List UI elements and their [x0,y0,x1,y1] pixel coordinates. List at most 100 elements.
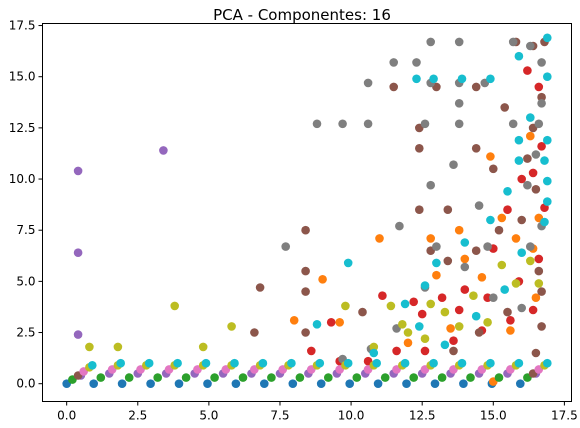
point-s9-43 [369,348,379,358]
point-s1-16 [446,324,455,333]
point-s7-6 [395,221,404,231]
point-s5-28 [517,215,526,225]
point-s0-3 [146,379,155,389]
point-s7-36 [531,150,541,159]
point-s9-3 [173,358,182,368]
point-s5-15 [471,82,481,92]
point-s3-7 [506,316,515,325]
point-s3-19 [517,174,526,184]
point-s4-1 [73,248,83,257]
point-s8-36 [403,328,413,337]
point-s7-31 [432,242,441,251]
point-s9-29 [540,217,549,227]
point-s7-34 [517,303,526,313]
point-s5-2 [255,283,265,292]
point-s5-32 [449,346,458,356]
point-s5-9 [415,205,424,214]
point-s8-35 [386,301,396,311]
point-s9-21 [457,74,467,84]
point-s2-5 [210,373,219,382]
point-s0-7 [260,379,269,389]
point-s9-13 [457,358,467,368]
point-s5-8 [389,82,399,92]
y-tick-label: 17.5 [9,19,36,33]
point-s1-14 [335,318,345,327]
point-s4-3 [159,146,168,155]
y-tick-label: 12.5 [9,121,36,135]
point-s9-40 [471,311,481,321]
point-s2-9 [324,373,333,382]
point-s0-5 [203,379,212,389]
point-s0-6 [231,379,241,389]
point-s9-32 [486,215,495,225]
point-s1-18 [506,326,515,335]
point-s5-16 [500,103,510,112]
point-s8-23 [369,342,379,352]
point-s9-42 [517,248,526,257]
point-s9-38 [526,113,535,122]
point-s8-29 [534,279,544,288]
point-s5-35 [531,348,541,358]
point-s8-34 [526,256,535,266]
point-s9-24 [543,33,552,43]
plot-frame [42,23,572,402]
point-s3-5 [449,336,458,346]
point-s2-14 [466,373,475,382]
point-s0-16 [516,379,525,389]
point-s7-15 [454,119,464,129]
x-tick-label: 5.0 [199,409,218,423]
point-s1-3 [426,234,436,243]
point-s9-41 [500,285,510,294]
point-s2-15 [494,373,504,382]
point-s7-4 [363,78,373,88]
point-s5-1 [250,328,259,337]
point-s5-29 [523,154,532,163]
point-s3-3 [392,346,401,356]
point-s2-7 [267,373,276,382]
point-s2-13 [437,373,447,382]
point-s2-10 [352,373,362,382]
point-s7-7 [412,58,421,67]
point-s0-4 [174,379,184,389]
point-s9-1 [116,358,125,368]
point-s7-5 [389,58,399,67]
point-s4-2 [73,330,83,339]
y-axis: 0.0 2.5 5.0 7.5 10.0 12.5 15.0 17.5 [9,19,43,391]
point-s7-19 [508,119,518,129]
point-s5-25 [443,256,453,266]
point-s9-5 [230,358,239,368]
point-s2-12 [409,373,419,382]
point-s3-12 [534,82,544,92]
point-s0-14 [459,379,468,389]
point-s5-14 [471,144,481,153]
point-s5-10 [415,144,424,153]
point-s3-8 [528,305,538,315]
x-tick-label: 17.5 [551,409,578,423]
point-s9-26 [540,156,549,165]
point-s8-25 [426,299,436,309]
point-s9-17 [312,320,322,329]
point-s5-34 [503,307,512,317]
y-tick-label: 0.0 [16,377,35,391]
point-s8-28 [511,279,521,288]
point-s5-37 [537,287,546,296]
point-s7-14 [454,99,464,108]
point-s9-23 [514,51,524,61]
point-s1-12 [432,270,441,280]
point-s9-27 [543,176,552,186]
point-s9-20 [429,74,438,84]
y-tick-label: 15.0 [9,70,36,84]
x-tick-label: 0.0 [57,409,76,423]
point-s9-10 [372,358,382,368]
point-s1-17 [477,273,487,282]
point-s7-9 [454,37,464,47]
point-s9-33 [460,238,470,247]
y-tick-label: 2.5 [16,326,35,340]
point-s7-24 [523,180,532,190]
point-s4-0 [73,166,83,176]
point-s8-3 [198,342,208,352]
point-s9-19 [412,74,421,84]
point-s9-9 [343,358,353,368]
point-s1-7 [497,213,507,223]
point-s0-13 [430,379,440,389]
